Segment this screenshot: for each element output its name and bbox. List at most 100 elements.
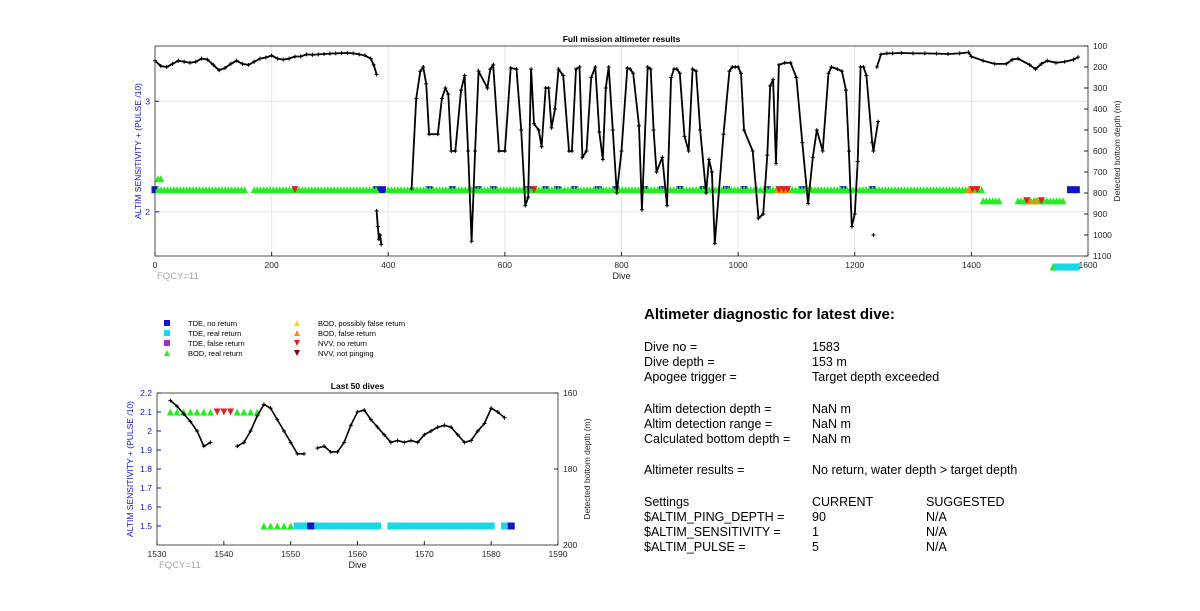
legend-marker <box>164 330 170 336</box>
data-point <box>360 522 368 530</box>
legend-marker-icon <box>164 340 170 346</box>
depth-point <box>966 50 971 55</box>
diag-label: Dive no = <box>644 340 698 354</box>
data-point <box>474 522 482 530</box>
depth-point <box>645 65 650 69</box>
x-axis-label: Dive <box>348 560 366 570</box>
depth-point <box>721 132 726 137</box>
y-tick-label: 2.1 <box>140 407 152 417</box>
depth-point <box>782 60 787 65</box>
depth-point <box>255 413 260 418</box>
depth-point <box>164 65 169 69</box>
depth-point <box>368 56 373 61</box>
depth-point <box>677 71 682 76</box>
depth-point <box>614 191 619 195</box>
data-point <box>387 522 395 530</box>
depth-point <box>328 449 333 454</box>
depth-point <box>736 65 741 69</box>
depth-point <box>706 157 711 162</box>
full-mission-chart: 0 200 400 600 800 1000 1200 1400 1600 2 3 100 200 300… <box>133 34 1122 282</box>
depth-point <box>1076 55 1081 60</box>
legend-label: TDE, real return <box>188 328 242 338</box>
depth-point <box>193 59 198 64</box>
depth-point <box>418 69 423 74</box>
depth-point <box>768 83 773 88</box>
depth-point <box>485 86 490 90</box>
depth-point <box>211 62 216 67</box>
legend-marker <box>294 340 300 346</box>
depth-point <box>776 62 781 67</box>
depth-point <box>473 149 478 153</box>
data-point <box>1067 186 1075 194</box>
depth-point <box>261 402 266 407</box>
data-point <box>501 522 509 530</box>
depth-point <box>1010 57 1015 62</box>
depth-point <box>1045 58 1050 63</box>
depth-point <box>580 155 585 160</box>
data-point <box>293 522 301 530</box>
data-point <box>447 522 455 530</box>
depth-point <box>741 128 746 132</box>
data-point <box>280 522 288 530</box>
y-axis-label: ALTIM SENSITIVITY + (PULSE /10) <box>133 83 143 219</box>
data-point <box>454 522 462 530</box>
depth-point <box>368 417 373 422</box>
data-point <box>206 408 214 416</box>
depth-point <box>429 429 434 433</box>
depth-point <box>302 451 307 456</box>
depth-point <box>704 191 709 195</box>
depth-point <box>1016 56 1021 61</box>
depth-point <box>519 128 524 132</box>
chart-title: Full mission altimeter results <box>563 34 681 44</box>
depth-point <box>378 233 383 237</box>
depth-point <box>739 71 744 76</box>
y2-tick-label: 700 <box>1093 167 1107 177</box>
depth-point <box>379 242 384 247</box>
setting-suggested: N/A <box>926 540 947 554</box>
depth-point <box>322 51 327 56</box>
depth-point <box>228 61 233 66</box>
setting-ping-depth: $ALTIM_PING_DEPTH = 90 N/A <box>644 510 1164 526</box>
depth-point <box>574 67 579 72</box>
diag-label: Altim detection range = <box>644 417 773 431</box>
data-point <box>300 522 308 530</box>
data-point <box>530 186 538 194</box>
depth-point <box>806 201 811 206</box>
setting-suggested: N/A <box>926 510 947 524</box>
data-point <box>287 522 295 530</box>
data-point <box>347 522 355 530</box>
y2-tick-label: 200 <box>563 540 577 550</box>
depth-line <box>236 403 304 455</box>
depth-point <box>376 237 381 242</box>
legend-marker-icon <box>294 340 300 346</box>
diag-value: 1583 <box>812 340 840 354</box>
depth-point <box>631 71 636 76</box>
legend-marker <box>164 350 170 356</box>
y2-tick-label: 900 <box>1093 209 1107 219</box>
x-axis-label: Dive <box>612 271 630 281</box>
x-tick-label: 1000 <box>729 260 748 270</box>
depth-point <box>526 195 531 200</box>
data-point <box>995 197 1003 205</box>
data-point <box>327 522 335 530</box>
setting-suggested: N/A <box>926 525 947 539</box>
setting-sensitivity: $ALTIM_SENSITIVITY = 1 N/A <box>644 525 1164 541</box>
diag-row-dive-no: Dive no = 1583 <box>644 340 1164 356</box>
depth-point <box>469 239 474 244</box>
y2-tick-label: 200 <box>1093 62 1107 72</box>
legend-label: NVV, not pinging <box>318 348 374 358</box>
depth-line <box>169 399 211 448</box>
y-tick-label: 1.5 <box>140 521 152 531</box>
depth-point <box>1004 61 1009 66</box>
depth-point <box>648 67 653 72</box>
depth-point <box>462 73 467 78</box>
data-point <box>414 522 422 530</box>
setting-pulse: $ALTIM_PULSE = 5 N/A <box>644 540 1164 556</box>
series-nvv-no-return <box>213 408 235 416</box>
depth-point <box>584 149 589 153</box>
depth-point <box>268 406 273 411</box>
x-tick-label: 1600 <box>1079 260 1098 270</box>
legend-item: BOD, possibly false return <box>290 318 405 328</box>
depth-point <box>182 59 187 64</box>
depth-point <box>712 241 717 246</box>
